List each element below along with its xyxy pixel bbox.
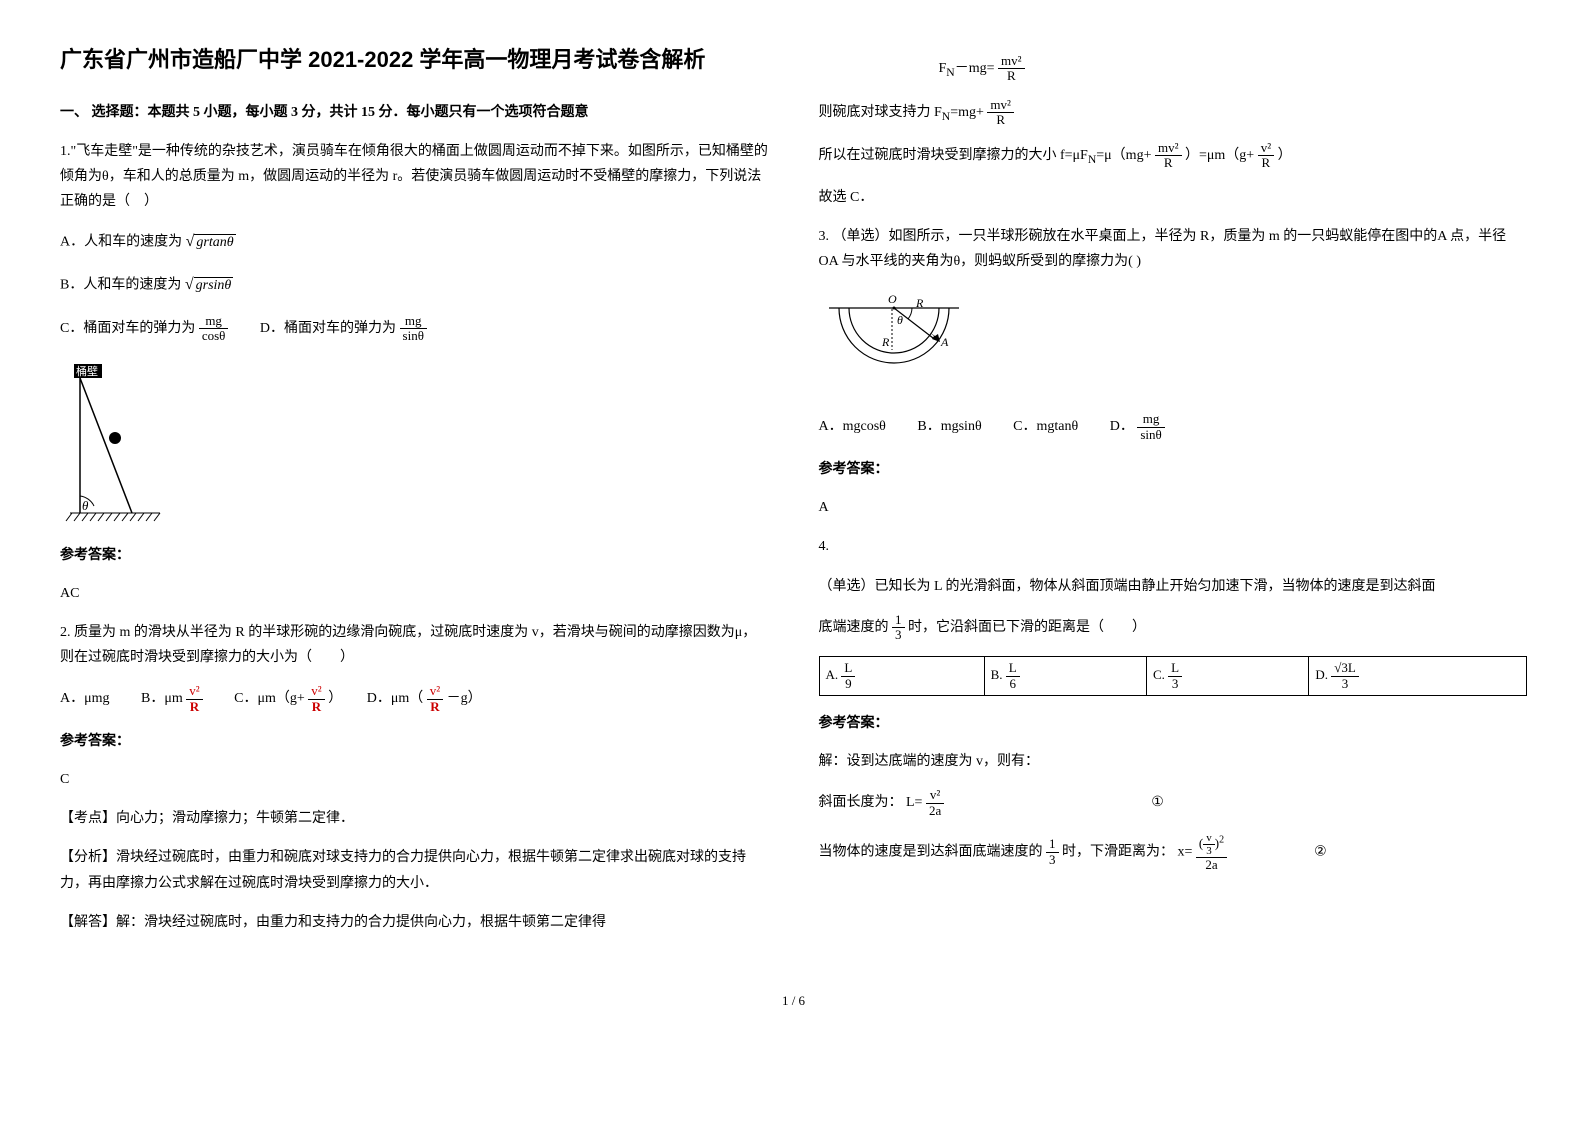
eq3: 所以在过碗底时滑块受到摩擦力的大小 f=μFN=μ（mg+ mv² R ）=μm…	[819, 141, 1528, 171]
q2-b-pre: B．μm	[141, 691, 183, 706]
q4-stem: （单选）已知长为 L 的光滑斜面，物体从斜面顶端由静止开始匀加速下滑，当物体的速…	[819, 574, 1528, 599]
q2-a: A．μmg	[60, 691, 110, 706]
q3-ans-label: 参考答案：	[819, 456, 1528, 481]
q2-ans-label: 参考答案：	[60, 728, 769, 753]
eq2: 则碗底对球支持力 FN=mg+ mv² R	[819, 98, 1528, 128]
q3-diag-O: O	[888, 292, 897, 306]
q1-d-pre: D．桶面对车的弹力为	[232, 321, 396, 336]
q1-opt-b: B．人和车的速度为 √grsinθ	[60, 271, 769, 300]
q2-d-suf: －g）	[447, 691, 482, 706]
q2-d-pre: D．μm（	[367, 691, 424, 706]
q1-ans: AC	[60, 581, 769, 606]
q3-diagram: O R θ R A	[819, 288, 1528, 398]
q1-diag-theta: θ	[82, 498, 89, 513]
q3-a: A．mgcosθ	[819, 419, 886, 434]
q2-ans: C	[60, 767, 769, 792]
q2-stem: 2. 质量为 m 的滑块从半径为 R 的半球形碗的边缘滑向碗底，过碗底时速度为 …	[60, 620, 769, 670]
q1-opt-cd: C．桶面对车的弹力为 mgcosθ D．桶面对车的弹力为 mgsinθ	[60, 314, 769, 344]
q4-opt-b: B. L6	[984, 657, 1146, 696]
q1-opt-a: A．人和车的速度为 √grtanθ	[60, 228, 769, 257]
q2-c-pre: C．μm（g+	[234, 691, 305, 706]
q4-stem2: 底端速度的 13 时，它沿斜面已下滑的距离是（ ）	[819, 613, 1528, 643]
section-1-head: 一、 选择题：本题共 5 小题，每小题 3 分，共计 15 分．每小题只有一个选…	[60, 100, 769, 125]
q4-opt-d: D. √3L3	[1309, 657, 1527, 696]
eq1: FN－mg= mv² R	[819, 54, 1528, 84]
q4-opt-a: A. L9	[819, 657, 984, 696]
q3-c: C．mgtanθ	[1013, 419, 1078, 434]
q4-ans-label: 参考答案：	[819, 710, 1528, 735]
q4-eq-x: 当物体的速度是到达斜面底端速度的 13 时，下滑距离为： x= (v3)2 2a…	[819, 832, 1528, 872]
q2-analysis: 【分析】滑块经过碗底时，由重力和碗底对球支持力的合力提供向心力，根据牛顿第二定律…	[60, 845, 769, 895]
page-number: 1 / 6	[60, 989, 1527, 1012]
q2-c-suf: ）	[328, 691, 335, 706]
q1-a-expr: grtanθ	[194, 234, 235, 250]
q3-b: B．mgsinθ	[917, 419, 981, 434]
q4-options-table: A. L9 B. L6 C. L3 D. √3L3	[819, 656, 1528, 696]
q3-options: A．mgcosθ B．mgsinθ C．mgtanθ D． mgsinθ	[819, 412, 1528, 442]
q3-diag-theta: θ	[897, 313, 903, 327]
q3-d-pre: D．	[1110, 419, 1134, 434]
q3-diag-R: R	[915, 296, 924, 310]
q1-ans-label: 参考答案：	[60, 542, 769, 567]
doc-title: 广东省广州市造船厂中学 2021-2022 学年高一物理月考试卷含解析	[60, 40, 769, 80]
q1-a-pre: A．人和车的速度为	[60, 235, 182, 250]
q1-diag-label: 桶壁	[76, 364, 98, 378]
q1-stem: 1."飞车走壁"是一种传统的杂技艺术，演员骑车在倾角很大的桶面上做圆周运动而不掉…	[60, 139, 769, 215]
q4-opt-c: C. L3	[1146, 657, 1308, 696]
q3-diag-A: A	[940, 335, 949, 349]
q2-solve-head: 【解答】解：滑块经过碗底时，由重力和支持力的合力提供向心力，根据牛顿第二定律得	[60, 910, 769, 935]
q4-num: 4.	[819, 534, 1528, 559]
q2-conclude: 故选 C．	[819, 185, 1528, 210]
q1-c-pre: C．桶面对车的弹力为	[60, 321, 195, 336]
q2-options: A．μmg B．μm v²R C．μm（g+ v²R ） D．μm（ v²R －…	[60, 684, 769, 714]
q2-kpoint: 【考点】向心力；滑动摩擦力；牛顿第二定律．	[60, 806, 769, 831]
q3-stem: 3. （单选）如图所示，一只半球形碗放在水平桌面上，半径为 R，质量为 m 的一…	[819, 224, 1528, 274]
q3-ans: A	[819, 495, 1528, 520]
q1-diagram: 桶壁 θ	[60, 358, 769, 528]
svg-text:R: R	[881, 335, 890, 349]
q4-solve1: 解：设到达底端的速度为 v，则有：	[819, 749, 1528, 774]
q4-eq-L: 斜面长度为： L= v²2a ①	[819, 788, 1528, 818]
q1-b-pre: B．人和车的速度为	[60, 278, 181, 293]
q1-b-expr: grsinθ	[194, 277, 234, 293]
